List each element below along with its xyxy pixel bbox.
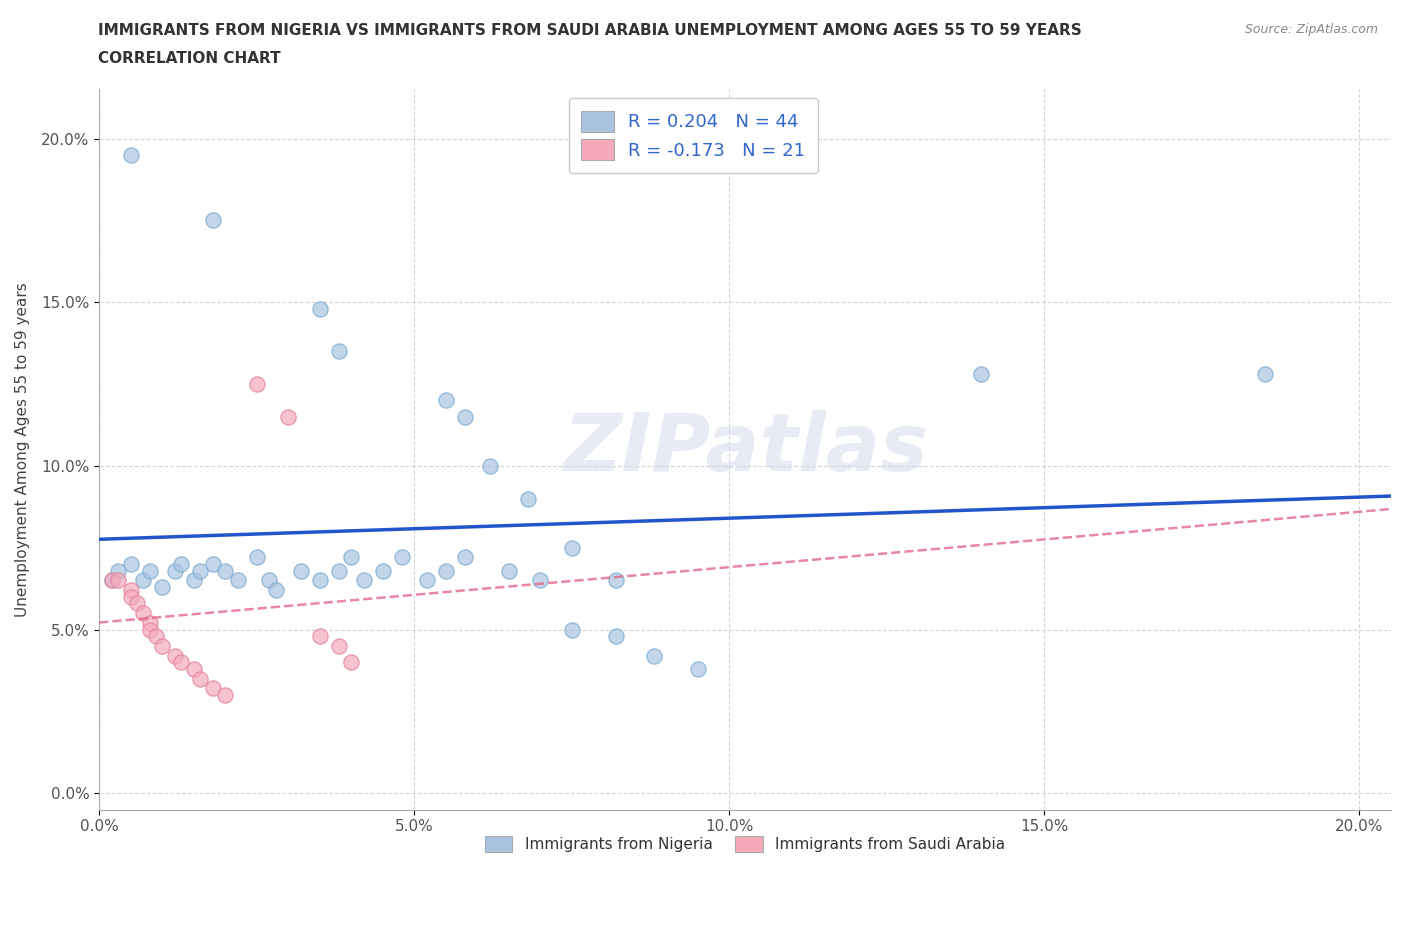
Point xyxy=(138,622,160,637)
Point xyxy=(170,655,193,670)
Point xyxy=(120,556,142,571)
Point xyxy=(605,629,627,644)
Point xyxy=(188,671,211,686)
Point xyxy=(353,573,375,588)
Point xyxy=(561,540,583,555)
Point xyxy=(371,564,394,578)
Point xyxy=(686,661,709,676)
Point xyxy=(970,366,993,381)
Point xyxy=(454,550,477,565)
Point xyxy=(101,573,124,588)
Point xyxy=(434,564,457,578)
Point xyxy=(454,409,477,424)
Point xyxy=(1254,366,1277,381)
Point xyxy=(516,491,538,506)
Point xyxy=(226,573,249,588)
Point xyxy=(308,301,330,316)
Point xyxy=(120,590,142,604)
Point xyxy=(605,573,627,588)
Point xyxy=(561,622,583,637)
Point xyxy=(170,556,193,571)
Point xyxy=(391,550,413,565)
Point xyxy=(138,616,160,631)
Point xyxy=(132,605,155,620)
Point xyxy=(163,564,186,578)
Point xyxy=(290,564,312,578)
Point xyxy=(643,648,665,663)
Text: IMMIGRANTS FROM NIGERIA VS IMMIGRANTS FROM SAUDI ARABIA UNEMPLOYMENT AMONG AGES : IMMIGRANTS FROM NIGERIA VS IMMIGRANTS FR… xyxy=(98,23,1083,38)
Point xyxy=(214,564,236,578)
Point xyxy=(529,573,551,588)
Point xyxy=(214,687,236,702)
Point xyxy=(340,655,363,670)
Point xyxy=(201,681,224,696)
Y-axis label: Unemployment Among Ages 55 to 59 years: Unemployment Among Ages 55 to 59 years xyxy=(15,282,30,617)
Point xyxy=(188,564,211,578)
Point xyxy=(107,573,129,588)
Point xyxy=(277,409,299,424)
Point xyxy=(150,638,173,653)
Point xyxy=(125,596,148,611)
Text: CORRELATION CHART: CORRELATION CHART xyxy=(98,51,281,66)
Point xyxy=(107,564,129,578)
Point xyxy=(138,564,160,578)
Point xyxy=(145,629,167,644)
Point xyxy=(183,573,205,588)
Point xyxy=(328,638,350,653)
Point xyxy=(132,573,155,588)
Point xyxy=(328,344,350,359)
Point xyxy=(183,661,205,676)
Point xyxy=(340,550,363,565)
Point xyxy=(120,583,142,598)
Point xyxy=(101,573,124,588)
Point xyxy=(259,573,281,588)
Point xyxy=(201,213,224,228)
Point xyxy=(308,573,330,588)
Point xyxy=(416,573,439,588)
Point xyxy=(264,583,287,598)
Point xyxy=(246,377,269,392)
Point xyxy=(201,556,224,571)
Point xyxy=(478,458,501,473)
Point xyxy=(308,629,330,644)
Point xyxy=(246,550,269,565)
Point xyxy=(328,564,350,578)
Point xyxy=(150,579,173,594)
Point xyxy=(434,393,457,408)
Point xyxy=(498,564,520,578)
Legend: Immigrants from Nigeria, Immigrants from Saudi Arabia: Immigrants from Nigeria, Immigrants from… xyxy=(477,829,1012,859)
Point xyxy=(120,148,142,163)
Point xyxy=(163,648,186,663)
Text: Source: ZipAtlas.com: Source: ZipAtlas.com xyxy=(1244,23,1378,36)
Text: ZIPatlas: ZIPatlas xyxy=(562,410,928,488)
